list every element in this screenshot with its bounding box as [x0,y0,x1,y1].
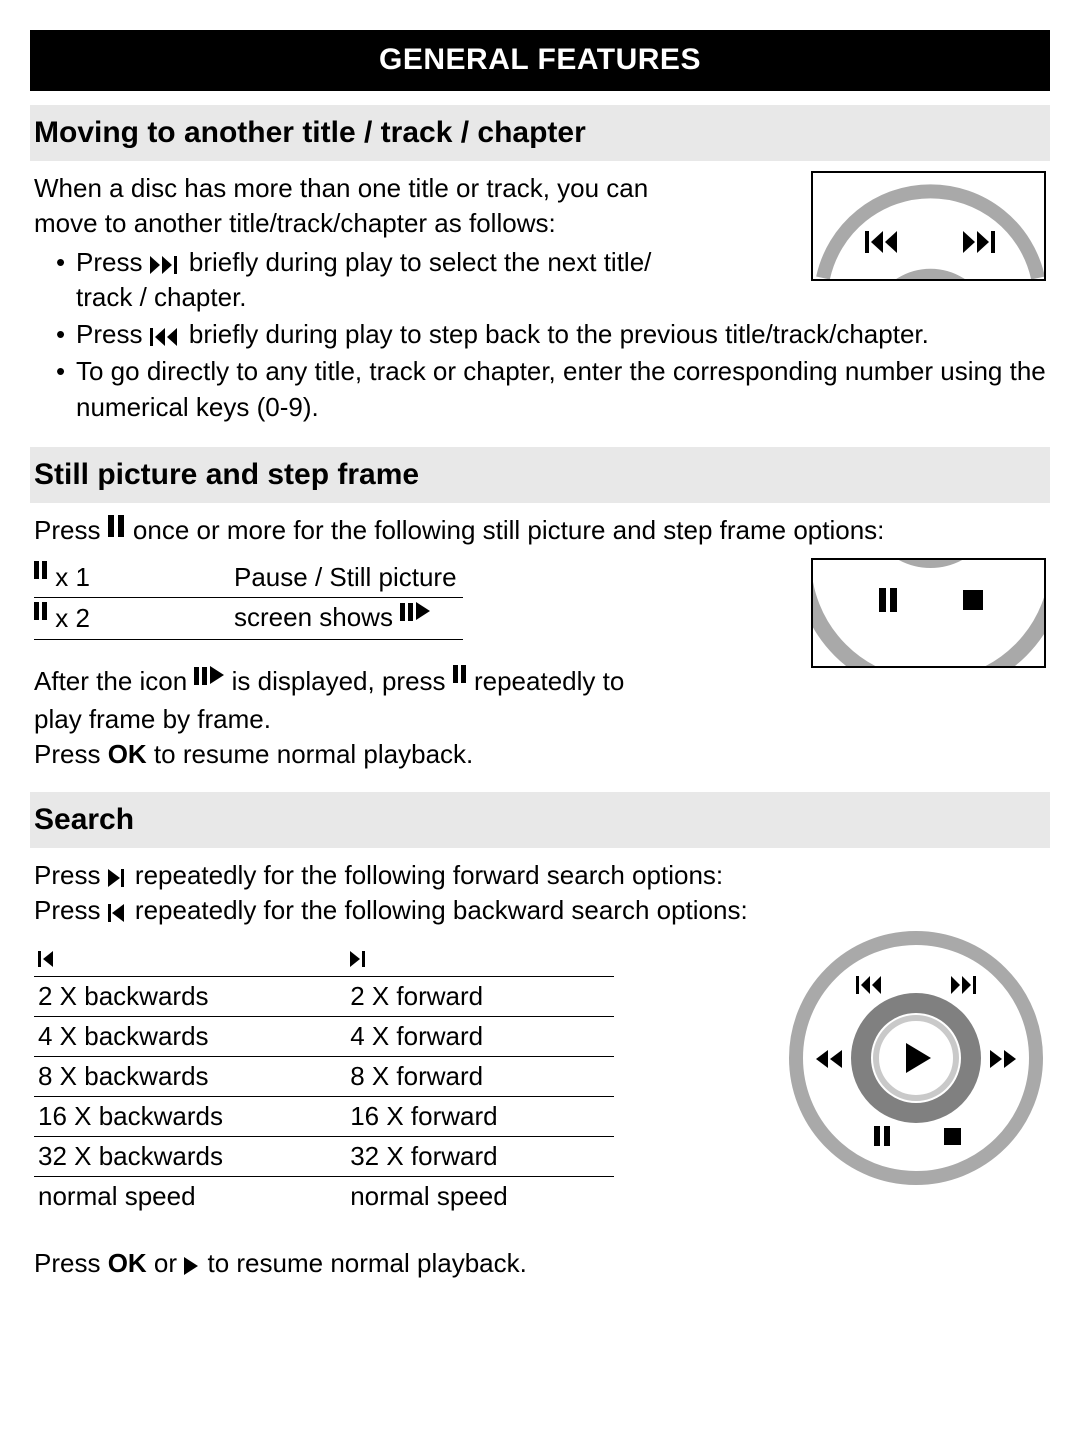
search-line1: Press repeatedly for the following forwa… [34,858,1046,893]
after2: play frame by frame. [34,702,1046,737]
back-start-icon [108,904,128,922]
foot-d: to resume normal playback. [200,1248,527,1278]
next-icon [150,256,182,274]
after1b: is displayed, press [224,666,452,696]
bullet-prev: Press briefly during play to step back t… [56,317,1046,352]
still-intro: Press once or more for the following sti… [34,513,1046,548]
step-icon [194,666,224,701]
after1c: repeatedly to [467,666,625,696]
back-cell: 2 X backwards [34,976,346,1016]
section-heading-moving: Moving to another title / track / chapte… [30,105,1050,162]
still-row2-left: x 2 [48,603,90,633]
table-row: 32 X backwards32 X forward [34,1136,614,1176]
search-line2b: repeatedly for the following backward se… [128,895,748,925]
bullet-next-c: track / chapter. [76,280,1046,315]
back-cell: 4 X backwards [34,1016,346,1056]
section-still-body: Press once or more for the following sti… [30,503,1050,778]
search-line2a: Press [34,895,108,925]
foot-b-ok: OK [108,1248,147,1278]
after3b-ok: OK [108,739,147,769]
after3a: Press [34,739,108,769]
still-intro-a: Press [34,515,108,545]
back-cell: normal speed [34,1176,346,1216]
search-table-header [34,936,614,976]
still-row2-right: screen shows [234,602,400,632]
table-row: normal speednormal speed [34,1176,614,1216]
bullet-prev-a: Press [76,319,150,349]
illustration-control-dial [786,928,1046,1188]
table-row: 8 X backwards8 X forward [34,1056,614,1096]
fwd-cell: 2 X forward [346,976,614,1016]
step-icon [400,602,430,637]
prev-icon [150,328,182,346]
section1-bullets: Press briefly during play to select the … [34,245,1046,424]
page-header: GENERAL FEATURES [30,30,1050,91]
still-row1-right: Pause / Still picture [234,558,463,598]
play-icon [184,1257,200,1275]
bullet-next-a: Press [76,247,150,277]
fwd-end-icon [350,951,368,967]
fwd-cell: 32 X forward [346,1136,614,1176]
section-moving-body: When a disc has more than one title or t… [30,161,1050,433]
fwd-end-icon [108,869,128,887]
section-heading-moving-label: Moving to another title / track / chapte… [34,116,586,149]
search-footer: Press OK or to resume normal playback. [34,1246,1046,1281]
still-after: After the icon is displayed, press repea… [34,664,1046,771]
bullet-next: Press briefly during play to select the … [56,245,1046,315]
bullet-prev-b: briefly during play to step back to the … [182,319,929,349]
still-intro-b: once or more for the following still pic… [126,515,885,545]
page-header-title: GENERAL FEATURES [379,43,701,76]
fwd-cell: 16 X forward [346,1096,614,1136]
still-options-table: x 1 Pause / Still picture x 2 screen sho… [34,558,463,640]
table-row: 4 X backwards4 X forward [34,1016,614,1056]
after1a: After the icon [34,666,194,696]
section-heading-still-label: Still picture and step frame [34,458,419,491]
back-cell: 32 X backwards [34,1136,346,1176]
still-row-1: x 1 Pause / Still picture [34,558,463,598]
pause-icon [453,665,467,683]
back-cell: 8 X backwards [34,1056,346,1096]
fwd-cell: normal speed [346,1176,614,1216]
illustration-pause-stop [811,558,1046,668]
back-cell: 16 X backwards [34,1096,346,1136]
foot-a: Press [34,1248,108,1278]
search-line2: Press repeatedly for the following backw… [34,893,1046,928]
still-row-2: x 2 screen shows [34,598,463,640]
search-speed-table: 2 X backwards2 X forward 4 X backwards4 … [34,936,614,1216]
pause-icon [108,515,126,537]
section-search-body: Press repeatedly for the following forwa… [30,848,1050,1287]
bullet-next-b: briefly during play to select the next t… [182,247,652,277]
search-line1b: repeatedly for the following forward sea… [128,860,723,890]
after3c: to resume normal playback. [147,739,474,769]
table-row: 2 X backwards2 X forward [34,976,614,1016]
pause-icon [34,602,48,620]
table-row: 16 X backwards16 X forward [34,1096,614,1136]
still-row1-left: x 1 [48,562,90,592]
pause-icon [34,561,48,579]
back-start-icon [38,951,56,967]
search-line1a: Press [34,860,108,890]
foot-c: or [147,1248,185,1278]
section-heading-search: Search [30,792,1050,849]
bullet-direct: To go directly to any title, track or ch… [56,354,1046,424]
section-heading-still: Still picture and step frame [30,447,1050,504]
after3: Press OK to resume normal playback. [34,737,1046,772]
section-heading-search-label: Search [34,803,134,836]
fwd-cell: 4 X forward [346,1016,614,1056]
fwd-cell: 8 X forward [346,1056,614,1096]
